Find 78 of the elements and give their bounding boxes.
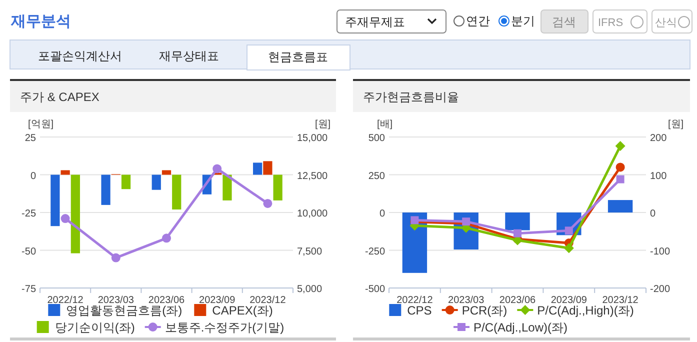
bar	[263, 161, 272, 175]
text: 현금흐름표	[268, 50, 328, 64]
y2-tick-label: 12,500	[297, 170, 328, 182]
bar	[60, 170, 70, 175]
legend-label: 당기순이익(좌)	[54, 320, 135, 334]
bar	[152, 174, 161, 190]
point	[564, 243, 574, 254]
text: 재무분석	[11, 13, 71, 30]
legend-label: PCR(좌)	[462, 304, 508, 318]
text: 포괄손익계산서	[38, 49, 122, 63]
y-tick-label: -75	[22, 284, 36, 295]
x-tick-label: 2023/09	[550, 295, 588, 306]
y-tick-label: -500	[364, 284, 386, 295]
y-tick-label: 0	[379, 208, 386, 220]
y-tick-label: 0	[30, 170, 36, 182]
y-tick-label: -25	[22, 208, 36, 220]
point	[616, 162, 625, 172]
x-tick-label: 2023/06	[148, 295, 186, 306]
bar	[273, 174, 282, 200]
bar	[253, 162, 262, 175]
point	[514, 229, 522, 238]
point	[162, 234, 171, 243]
y-axis-title: [억원]	[28, 119, 54, 130]
point	[60, 214, 70, 224]
legend-label: 보통주.수정주가(기말)	[164, 320, 284, 334]
y-tick-label: 250	[368, 170, 386, 182]
bar	[70, 174, 80, 254]
x-tick-label: 2023/12	[602, 295, 639, 306]
x-tick-label: 2022/12	[396, 295, 434, 306]
bar	[121, 174, 131, 190]
legend-label: P/C(Adj.,High)(좌)	[537, 304, 634, 318]
y-tick-label: 25	[24, 133, 36, 144]
text: 연간	[466, 14, 490, 28]
bar	[101, 174, 110, 205]
point	[564, 226, 573, 235]
point	[615, 141, 626, 152]
point	[616, 175, 624, 184]
point	[263, 198, 272, 208]
x-tick-label: 2023/03	[98, 295, 134, 306]
y2-tick-label: 100	[650, 170, 668, 182]
x-tick-label: 2023/12	[250, 295, 286, 306]
x-tick-label: 2022/12	[47, 295, 84, 306]
x-tick-label: 2023/09	[199, 295, 236, 306]
chart-title: 주가 & CAPEX	[20, 90, 100, 104]
y-tick-label: -250	[364, 246, 386, 258]
point	[111, 253, 120, 262]
text: 산식	[655, 17, 677, 29]
point	[462, 218, 470, 226]
y2-axis-title: [원]	[315, 119, 331, 130]
text: IFRS	[598, 17, 624, 29]
legend-label: 영업활동현금흐름(좌)	[66, 304, 182, 318]
y2-tick-label: -200	[650, 284, 670, 295]
bar	[222, 174, 232, 200]
text: 주재무제표	[345, 15, 405, 29]
y2-tick-label: 200	[650, 133, 668, 144]
y2-tick-label: 15,000	[297, 133, 328, 144]
bar	[162, 170, 172, 175]
chart-title: 주가현금흐름비율	[363, 90, 459, 104]
y2-tick-label: -100	[650, 246, 670, 258]
bar	[50, 174, 60, 226]
bar	[172, 174, 182, 210]
y2-axis-title: [원]	[668, 119, 684, 130]
legend-label: P/C(Adj.,Low)(좌)	[473, 320, 568, 334]
text: 분기	[511, 14, 535, 28]
y2-tick-label: 7,500	[297, 246, 322, 258]
legend-label: CPS	[407, 304, 432, 318]
y-axis-title: [배]	[377, 119, 393, 130]
y-tick-label: 500	[368, 133, 386, 144]
y2-tick-label: 0	[650, 208, 656, 220]
legend-label: CAPEX(좌)	[212, 304, 273, 318]
point	[212, 164, 222, 174]
y-tick-label: -50	[22, 246, 36, 258]
text: 재무상태표	[159, 49, 219, 63]
y2-tick-label: 5,000	[297, 284, 322, 295]
x-tick-label: 2023/06	[499, 295, 536, 306]
y2-tick-label: 10,000	[297, 208, 328, 220]
text: 검색	[552, 15, 576, 29]
x-tick-label: 2023/03	[448, 295, 485, 306]
